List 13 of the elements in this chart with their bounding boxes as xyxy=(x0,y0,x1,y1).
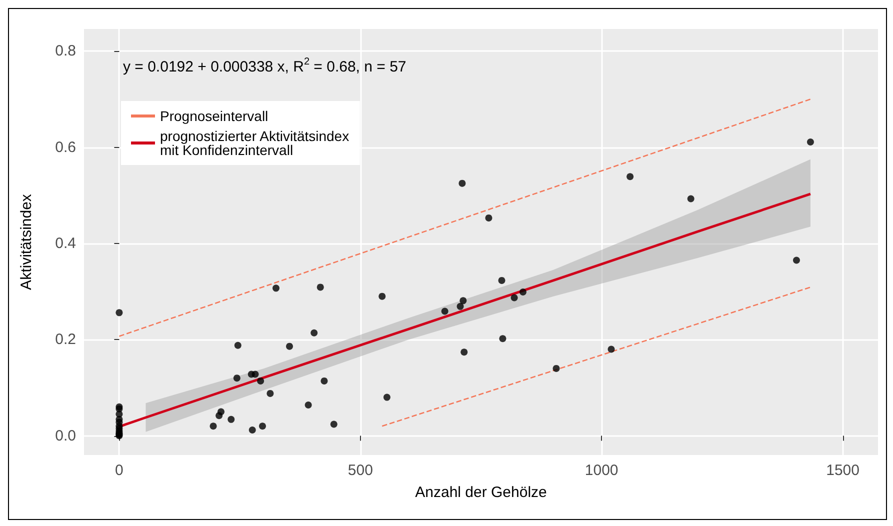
x-tick-label: 500 xyxy=(348,462,373,479)
legend-label: prognostizierter Aktivitätsindex mit Konfidenzintervall xyxy=(160,128,350,158)
y-tick-label: 0.0 xyxy=(55,427,76,444)
x-tick-label: 1000 xyxy=(584,462,618,479)
y-tick-label: 0.6 xyxy=(55,138,76,156)
x-tick-label: 1500 xyxy=(826,462,860,479)
y-tick-label: 0.8 xyxy=(55,42,76,60)
x-tick-label: 0 xyxy=(115,462,124,479)
y-tick-label: 0.2 xyxy=(55,331,76,348)
y-axis-title: Aktivitätsindex xyxy=(18,194,35,290)
y-tick-label: 0.4 xyxy=(55,234,76,252)
legend-label: Prognoseintervall xyxy=(160,108,268,124)
x-axis-title: Anzahl der Gehölze xyxy=(415,484,547,501)
